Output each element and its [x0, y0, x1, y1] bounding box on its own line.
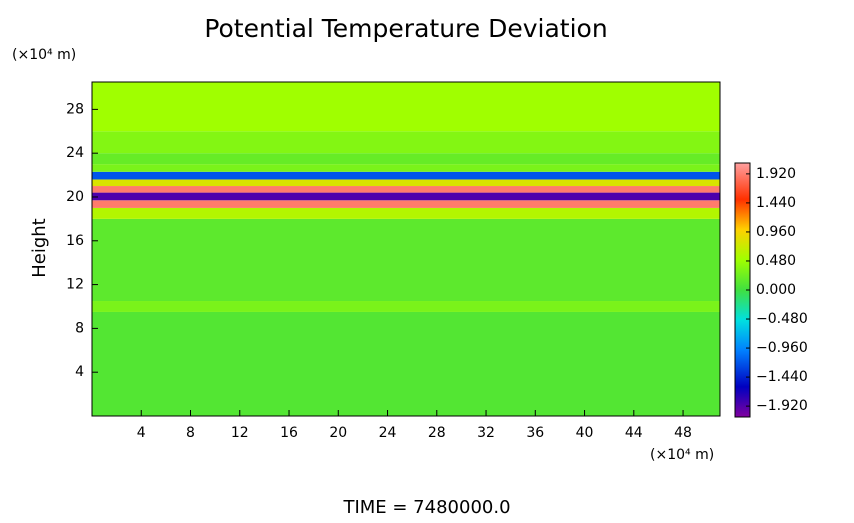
plot-frame — [91, 81, 721, 417]
x-tick-label: 16 — [280, 425, 298, 441]
colorbar-tick-label: 0.000 — [756, 282, 796, 298]
x-tick-label: 28 — [428, 425, 446, 441]
x-tick-label: 24 — [379, 425, 397, 441]
x-tick-label: 20 — [329, 425, 347, 441]
footer: TIME = 7480000.0 — [342, 497, 510, 518]
y-tick-label: 8 — [75, 320, 84, 336]
y-unit: (×10⁴ m) — [12, 47, 76, 63]
y-tick-label: 24 — [66, 145, 84, 161]
colorbar-tick-label: 1.920 — [756, 166, 796, 182]
heat-cell — [92, 186, 720, 193]
colorbar-tick-label: 0.480 — [756, 253, 796, 269]
colorbar-tick-label: 1.440 — [756, 195, 796, 211]
colorbar-tick-label: 0.960 — [756, 224, 796, 240]
x-tick-label: 44 — [625, 425, 643, 441]
heat-cell — [92, 311, 720, 416]
y-tick-label: 12 — [66, 277, 84, 293]
colorbar-tick-label: −1.920 — [756, 398, 808, 414]
heat-cell — [92, 164, 720, 172]
heat-cell — [92, 153, 720, 165]
heat-cell — [92, 218, 720, 302]
x-tick-label: 36 — [526, 425, 544, 441]
x-unit: (×10⁴ m) — [650, 447, 714, 463]
y-axis-label: Height — [29, 218, 50, 278]
y-tick-label: 20 — [66, 189, 84, 205]
y-tick-label: 16 — [66, 233, 84, 249]
x-tick-label: 32 — [477, 425, 495, 441]
x-tick-label: 8 — [186, 425, 195, 441]
x-tick-label: 48 — [674, 425, 692, 441]
heat-cell — [92, 301, 720, 312]
x-tick-label: 12 — [231, 425, 249, 441]
y-tick-label: 28 — [66, 101, 84, 117]
heat-cell — [92, 171, 720, 180]
x-tick-label: 4 — [137, 425, 146, 441]
colorbar-tick-label: −1.440 — [756, 369, 808, 385]
heat-cell — [92, 131, 720, 154]
heat-cell — [92, 192, 720, 201]
heat-cell — [92, 179, 720, 187]
colorbar-tick-label: −0.480 — [756, 311, 808, 327]
chart-title: Potential Temperature Deviation — [204, 14, 607, 43]
x-tick-label: 40 — [576, 425, 594, 441]
heat-cell — [92, 200, 720, 208]
colorbar-tick-label: −0.960 — [756, 340, 808, 356]
heat-cell — [92, 82, 720, 132]
heat-cell — [92, 207, 720, 219]
y-tick-label: 4 — [75, 364, 84, 380]
